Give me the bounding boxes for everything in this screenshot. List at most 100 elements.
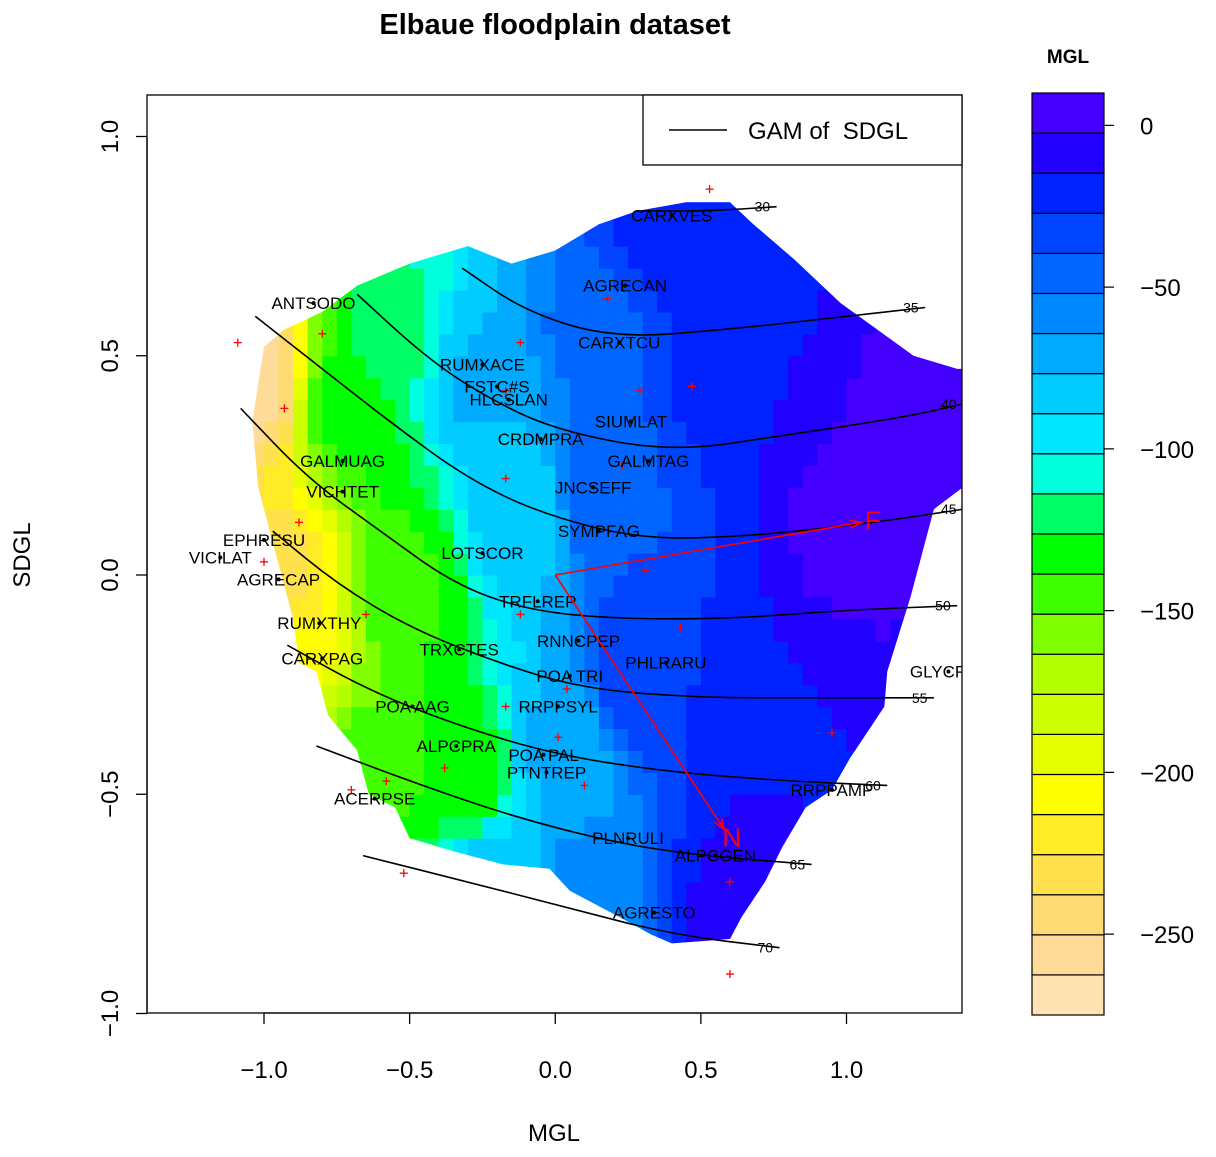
surface-cell	[628, 640, 644, 664]
surface-cell	[802, 596, 818, 620]
surface-cell	[336, 662, 352, 686]
gam-contour-70	[362, 854, 780, 949]
surface-cell	[657, 246, 673, 269]
surface-cell	[511, 750, 527, 773]
surface-cell	[642, 355, 658, 379]
species-label: GALMTAG	[608, 452, 690, 471]
surface-cell	[628, 772, 644, 795]
surface-cell	[700, 202, 717, 225]
surface-cell	[336, 553, 352, 576]
surface-cell	[453, 311, 469, 335]
surface-cell	[511, 531, 527, 554]
species-label: HLCSLAN	[469, 391, 547, 410]
surface-cell	[744, 333, 760, 357]
surface-cell	[365, 531, 382, 554]
site-marker	[361, 610, 370, 619]
surface-cell	[322, 531, 338, 554]
surface-cell	[759, 399, 775, 423]
surface-cell	[773, 706, 789, 730]
surface-cell	[657, 838, 673, 861]
surface-cell	[613, 333, 629, 357]
surface-cell	[831, 728, 848, 751]
surface-cell	[365, 618, 382, 642]
surface-cell	[613, 509, 629, 532]
surface-cell	[642, 268, 658, 291]
surface-cell	[569, 816, 585, 839]
surface-cell	[628, 903, 644, 927]
surface-cell	[424, 289, 440, 313]
surface-cell	[744, 575, 760, 598]
surface-cell	[482, 487, 498, 510]
surface-cell	[380, 750, 396, 773]
surface-cell	[715, 509, 731, 532]
surface-cell	[715, 268, 731, 291]
surface-cell	[438, 794, 454, 817]
surface-cell	[715, 377, 731, 401]
legend-label: GAM of SDGL	[748, 118, 908, 145]
surface-cell	[380, 487, 396, 510]
surface-cell	[409, 421, 425, 445]
colorbar-title: MGL	[1047, 47, 1090, 68]
surface-cell	[264, 487, 280, 510]
surface-cell	[744, 289, 760, 313]
species-label: TRXCTES	[419, 641, 498, 660]
species-label: ACERPSE	[334, 790, 415, 809]
surface-cell	[409, 311, 425, 335]
surface-cell	[773, 509, 789, 532]
surface-cell	[671, 816, 687, 839]
surface-cell	[497, 684, 513, 708]
surface-cell	[307, 333, 323, 357]
surface-cell	[686, 706, 702, 730]
surface-cell	[365, 728, 382, 751]
surface-cell	[613, 246, 629, 269]
colorbar-tick-label: 0	[1140, 113, 1153, 140]
surface-cell	[861, 377, 877, 401]
surface-cell	[380, 443, 396, 466]
surface-cell	[526, 399, 542, 423]
surface-cell	[467, 750, 484, 773]
surface-cell	[322, 553, 338, 576]
surface-cell	[569, 311, 585, 335]
surface-cell	[802, 772, 818, 795]
surface-cell	[453, 662, 469, 686]
surface-cell	[482, 596, 498, 620]
surface-cell	[700, 246, 717, 269]
surface-cell	[831, 465, 848, 488]
surface-cell	[628, 443, 644, 466]
surface-cell	[511, 487, 527, 510]
surface-cell	[307, 509, 323, 532]
surface-cell	[511, 421, 527, 445]
surface-cell	[802, 509, 818, 532]
surface-cell	[613, 575, 629, 598]
surface-cell	[453, 443, 469, 466]
surface-cell	[875, 355, 891, 379]
surface-cell	[773, 684, 789, 708]
surface-cell	[438, 399, 454, 423]
surface-cell	[919, 443, 935, 466]
surface-cell	[252, 421, 265, 445]
surface-cell	[555, 333, 571, 357]
surface-cell	[700, 355, 717, 379]
surface-cell	[409, 399, 425, 423]
surface-cell	[817, 706, 833, 730]
surface-cell	[482, 772, 498, 795]
surface-cell	[846, 333, 862, 357]
surface-cell	[380, 553, 396, 576]
surface-cell	[598, 794, 615, 817]
surface-cell	[293, 487, 309, 510]
surface-cell	[467, 575, 484, 598]
surface-cell	[540, 377, 556, 401]
surface-cell	[613, 860, 629, 883]
species-point	[340, 489, 345, 494]
surface-cell	[293, 333, 309, 357]
surface-cell	[715, 903, 731, 927]
surface-cell	[890, 575, 906, 598]
surface-cell	[598, 333, 615, 357]
colorbar-swatch	[1031, 773, 1105, 816]
surface-cell	[919, 377, 935, 401]
surface-cell	[307, 443, 323, 466]
surface-cell	[831, 596, 848, 620]
surface-cell	[759, 596, 775, 620]
surface-cell	[759, 618, 775, 642]
